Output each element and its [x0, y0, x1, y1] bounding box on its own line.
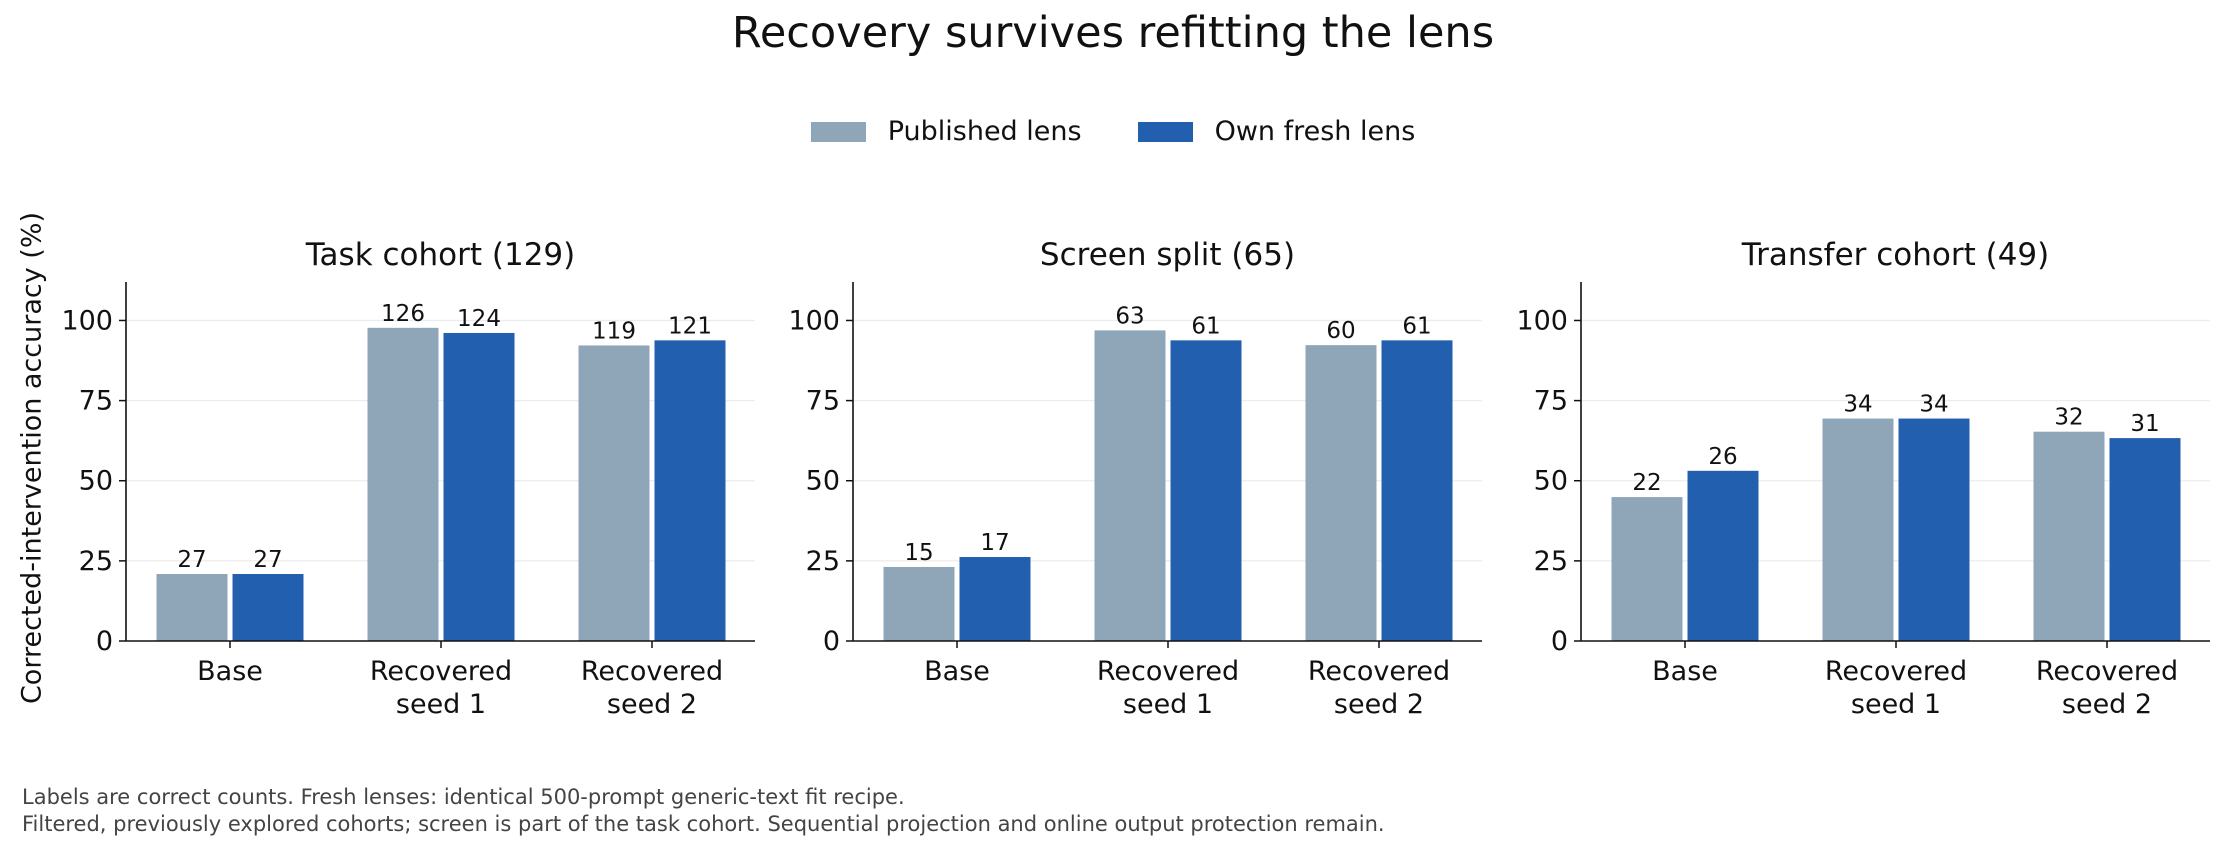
y-tick-label: 75 — [806, 386, 840, 417]
y-tick-label: 100 — [1516, 305, 1568, 336]
bar-value-label: 61 — [1191, 313, 1220, 339]
bar — [1381, 340, 1453, 641]
x-tick-label: Recovered — [581, 656, 723, 687]
y-tick-label: 100 — [788, 305, 840, 336]
bar-value-label: 17 — [980, 530, 1009, 556]
legend-swatch-fresh — [1137, 121, 1193, 142]
legend-label-fresh: Own fresh lens — [1214, 116, 1416, 147]
x-tick-label: seed 2 — [1334, 689, 1424, 720]
bar — [1170, 340, 1242, 641]
bar — [1305, 345, 1377, 641]
legend-item-published: Published lens — [810, 116, 1082, 147]
bar — [232, 574, 304, 641]
x-tick-label: seed 1 — [396, 689, 486, 720]
bar-value-label: 124 — [457, 306, 501, 332]
x-tick-label: Recovered — [1097, 656, 1239, 687]
bar — [2033, 431, 2105, 641]
x-tick-label: Base — [197, 656, 263, 687]
bar — [883, 566, 955, 641]
y-tick-label: 50 — [79, 466, 113, 497]
x-tick-label: seed 1 — [1851, 689, 1941, 720]
bar — [1611, 497, 1683, 641]
panel-title: Transfer cohort (49) — [1741, 237, 2050, 273]
x-tick-label: seed 1 — [1123, 689, 1213, 720]
footnote-line-2: Filtered, previously explored cohorts; s… — [22, 812, 1385, 836]
y-tick-label: 50 — [806, 466, 840, 497]
legend: Published lens Own fresh lens — [0, 116, 2226, 147]
bar — [1898, 418, 1970, 641]
bar — [1687, 470, 1759, 641]
bar — [578, 345, 650, 641]
x-tick-label: Recovered — [1308, 656, 1450, 687]
bar-value-label: 63 — [1115, 303, 1144, 329]
y-tick-label: 0 — [1551, 626, 1568, 657]
bar — [367, 327, 439, 641]
bar — [1822, 418, 1894, 641]
bar-value-label: 26 — [1708, 444, 1737, 470]
bar-value-label: 27 — [177, 547, 206, 573]
bar-value-label: 32 — [2054, 405, 2083, 431]
footnote: Labels are correct counts. Fresh lenses:… — [22, 784, 1385, 838]
bar — [959, 557, 1031, 641]
y-tick-label: 25 — [79, 546, 113, 577]
footnote-line-1: Labels are correct counts. Fresh lenses:… — [22, 785, 905, 809]
bar-value-label: 27 — [253, 547, 282, 573]
bar-value-label: 15 — [904, 540, 933, 566]
bar — [654, 340, 726, 641]
y-tick-label: 50 — [1534, 466, 1568, 497]
y-tick-label: 75 — [1534, 386, 1568, 417]
y-tick-label: 100 — [61, 305, 113, 336]
legend-swatch-published — [810, 121, 866, 142]
bar-value-label: 121 — [668, 313, 712, 339]
bar-value-label: 119 — [592, 318, 636, 344]
y-tick-label: 25 — [1534, 546, 1568, 577]
bar — [1094, 330, 1166, 641]
y-tick-label: 0 — [96, 626, 113, 657]
x-tick-label: Recovered — [1825, 656, 1967, 687]
bar — [2109, 438, 2181, 641]
x-tick-label: Base — [1652, 656, 1718, 687]
bar-value-label: 22 — [1632, 470, 1661, 496]
bar-value-label: 60 — [1326, 318, 1355, 344]
bar-value-label: 31 — [2130, 411, 2159, 437]
bar-value-label: 34 — [1919, 392, 1948, 418]
bar-value-label: 61 — [1402, 313, 1431, 339]
bar-value-label: 34 — [1843, 392, 1872, 418]
bar — [156, 574, 228, 641]
y-tick-label: 25 — [806, 546, 840, 577]
legend-label-published: Published lens — [887, 116, 1082, 147]
x-tick-label: seed 2 — [2062, 689, 2152, 720]
x-tick-label: Recovered — [2036, 656, 2178, 687]
x-tick-label: Recovered — [370, 656, 512, 687]
x-tick-label: seed 2 — [607, 689, 697, 720]
bar-value-label: 126 — [381, 301, 425, 327]
y-tick-label: 0 — [823, 626, 840, 657]
x-tick-label: Base — [924, 656, 990, 687]
panel-title: Screen split (65) — [1040, 237, 1295, 273]
panel-title: Task cohort (129) — [305, 237, 576, 273]
legend-item-fresh: Own fresh lens — [1137, 116, 1416, 147]
y-tick-label: 75 — [79, 386, 113, 417]
bar — [443, 332, 515, 641]
chart-title: Recovery survives refitting the lens — [731, 8, 1495, 58]
